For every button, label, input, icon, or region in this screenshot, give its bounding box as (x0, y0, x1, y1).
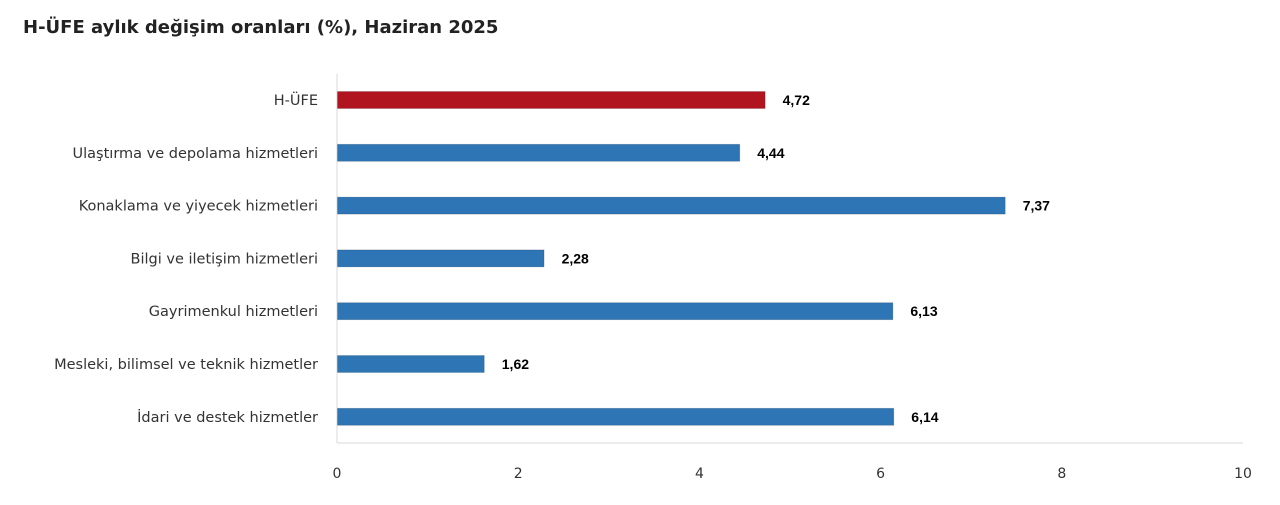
x-tick-label: 4 (695, 466, 704, 482)
category-label: Konaklama ve yiyecek hizmetleri (79, 199, 318, 215)
category-label: H-ÜFE (274, 91, 318, 109)
category-label: Mesleki, bilimsel ve teknik hizmetler (54, 357, 318, 373)
x-tick-label: 10 (1234, 466, 1252, 482)
category-label: Ulaştırma ve depolama hizmetleri (73, 146, 318, 162)
value-label: 7,37 (1023, 198, 1050, 214)
bar (337, 355, 485, 373)
x-tick-label: 2 (514, 466, 523, 482)
value-label: 6,13 (910, 303, 937, 319)
x-tick-label: 6 (876, 466, 885, 482)
bar (337, 143, 741, 162)
category-label: İdari ve destek hizmetler (137, 408, 318, 426)
bar (337, 407, 895, 426)
bar (337, 302, 894, 321)
category-label: Bilgi ve iletişim hizmetleri (131, 251, 318, 267)
value-label: 6,14 (911, 409, 938, 425)
value-label: 1,62 (502, 356, 529, 372)
x-tick-label: 0 (333, 466, 342, 482)
chart-title: H-ÜFE aylık değişim oranları (%), Hazira… (23, 17, 499, 38)
value-label: 4,72 (783, 92, 810, 108)
x-tick-label: 8 (1057, 466, 1066, 482)
value-label: 4,44 (757, 145, 784, 161)
value-label: 2,28 (562, 250, 589, 266)
bar (337, 91, 766, 109)
bar (337, 196, 1006, 215)
category-label: Gayrimenkul hizmetleri (149, 304, 318, 320)
bar (337, 249, 545, 268)
